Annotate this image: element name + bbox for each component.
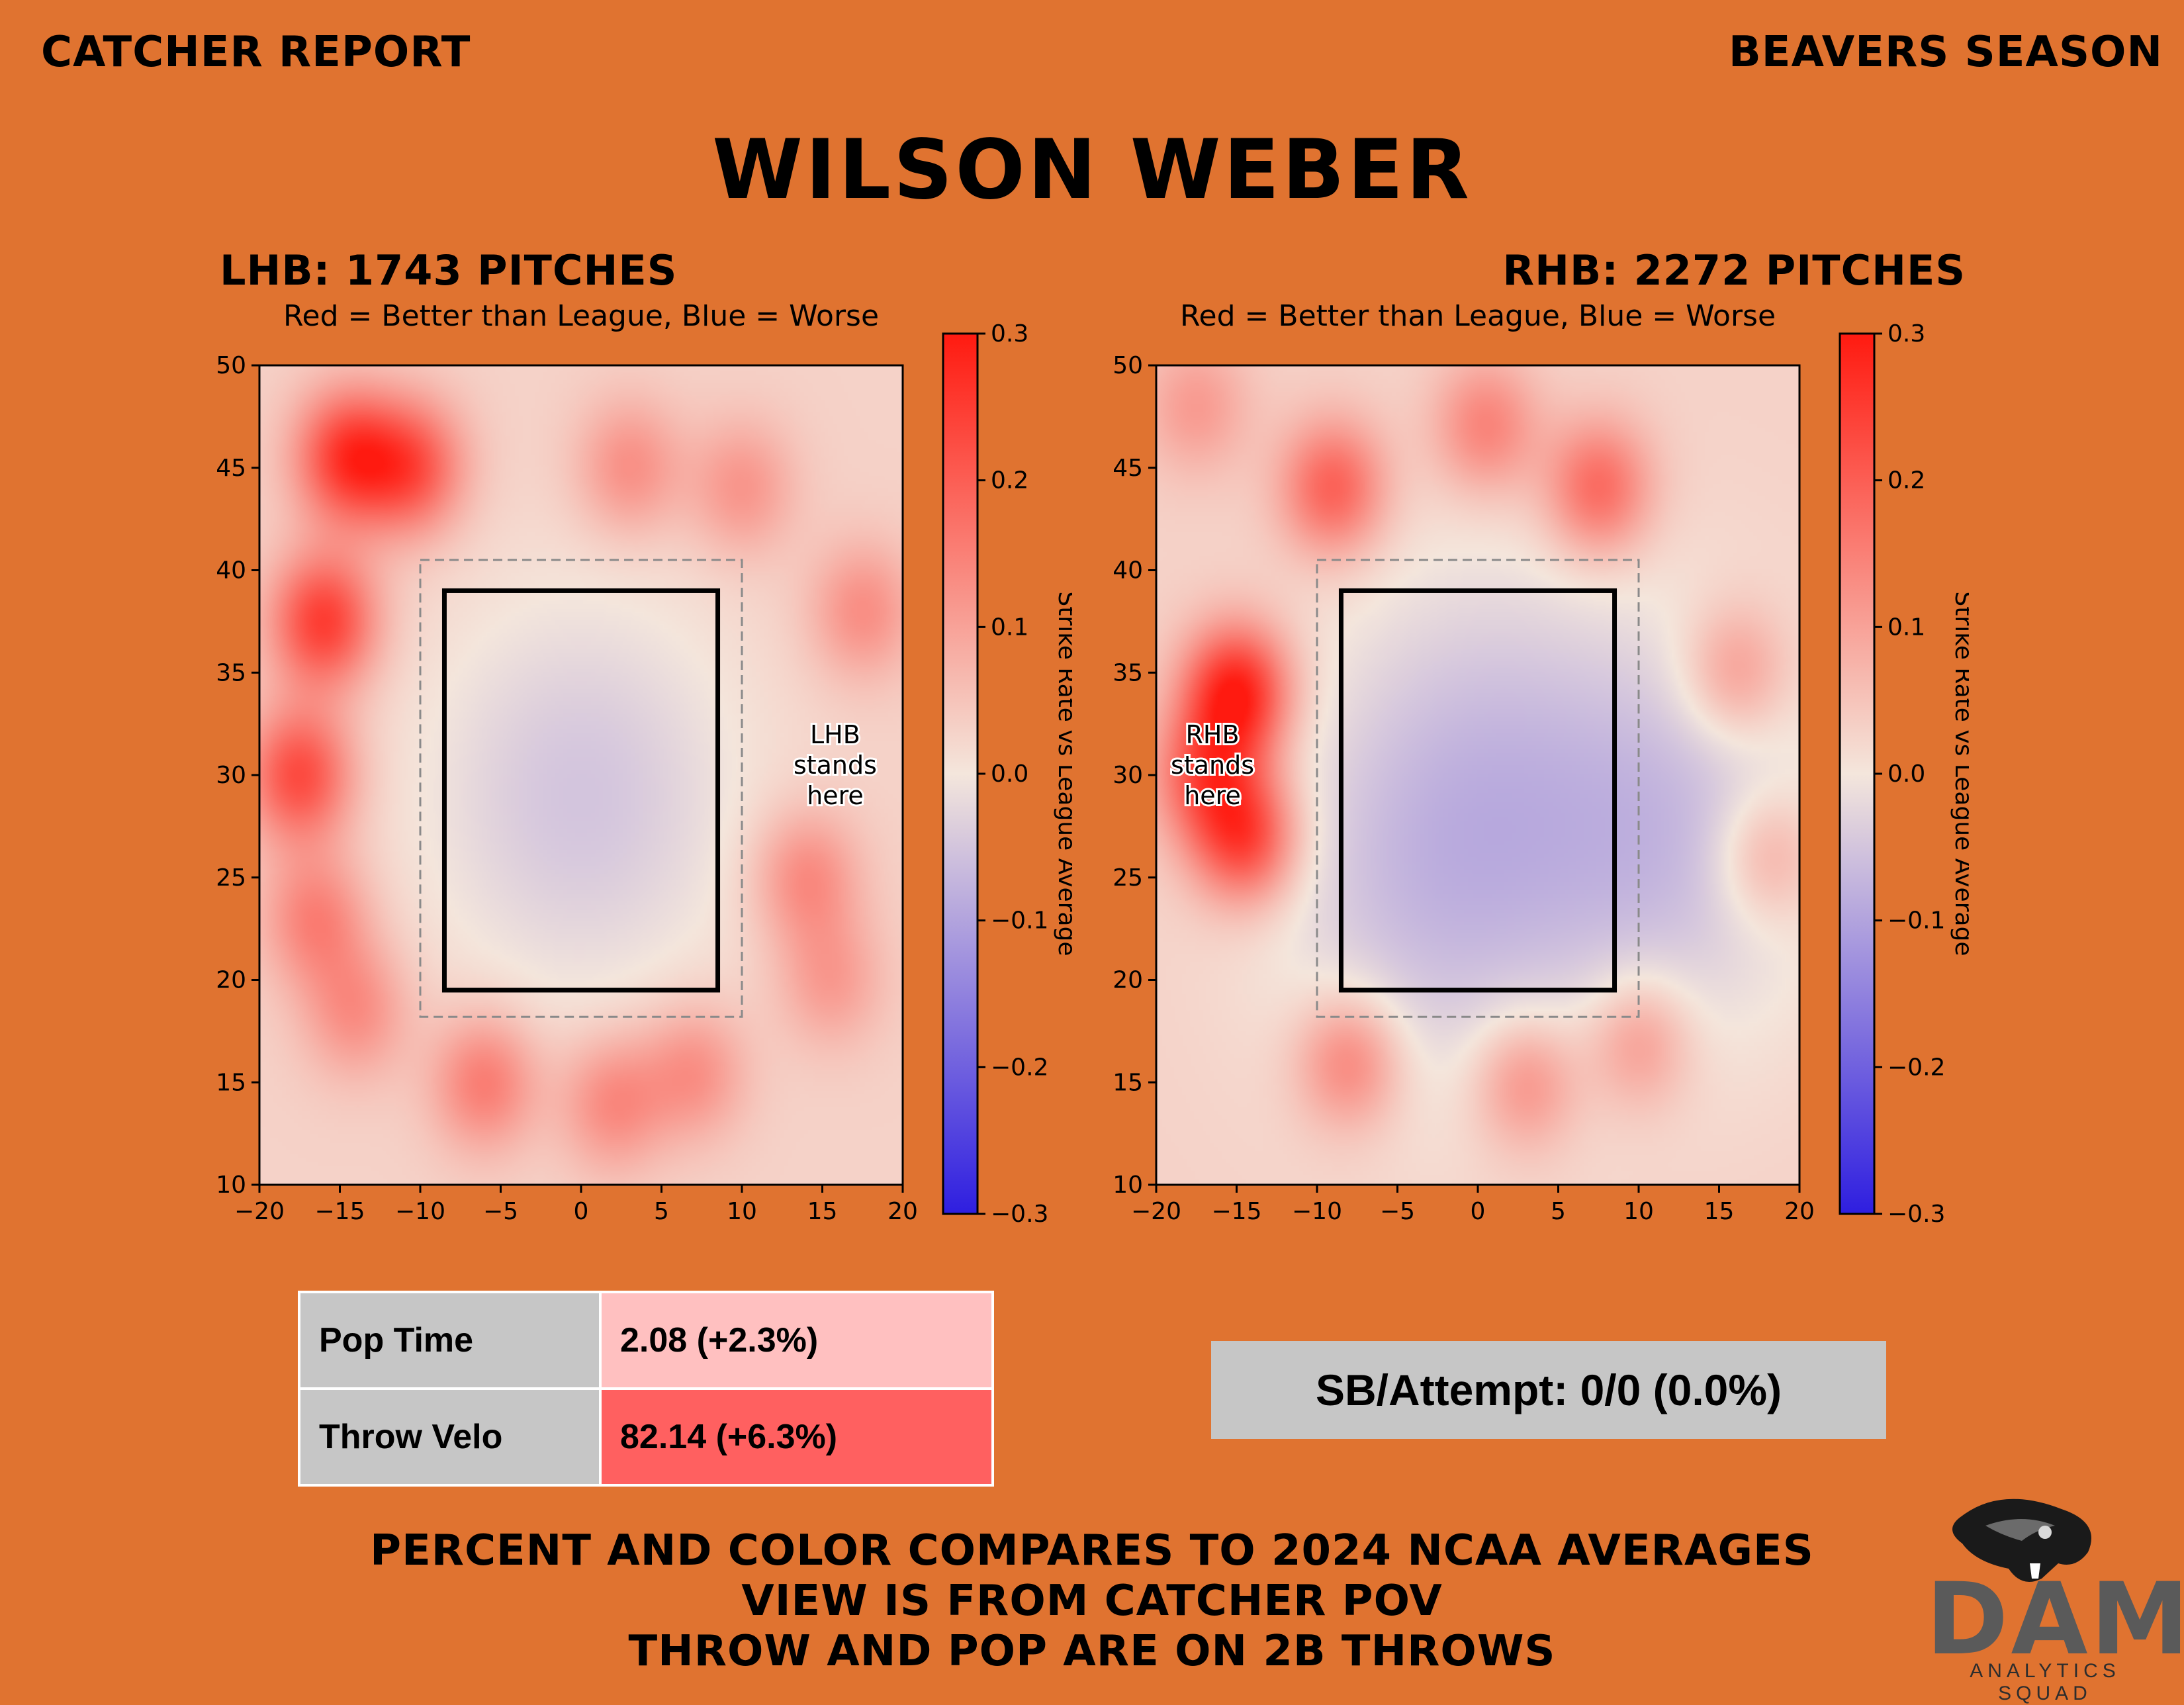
y-tick-label: 30 <box>216 762 246 789</box>
x-tick-label: 15 <box>807 1198 838 1225</box>
colorbar-tick-label: 0.0 <box>1888 760 1925 788</box>
beaver-head-icon <box>1952 1498 2091 1582</box>
y-tick-label: 30 <box>1113 762 1143 789</box>
colorbar-label: Strike Rate vs League Average <box>1950 591 1969 956</box>
x-tick-label: −15 <box>1212 1198 1262 1225</box>
season-label: BEAVERS SEASON <box>1729 28 2163 77</box>
colorbar-tick-label: −0.2 <box>1888 1054 1945 1081</box>
y-tick-label: 50 <box>216 352 246 379</box>
y-tick-label: 15 <box>216 1069 246 1096</box>
footer-line: THROW AND POP ARE ON 2B THROWS <box>628 1627 1556 1676</box>
colorbar-tick-label: 0.1 <box>1888 614 1925 641</box>
colorbar-label: Strike Rate vs League Average <box>1053 591 1072 956</box>
throwing-metrics-table: Pop Time 2.08 (+2.3%) Throw Velo 82.14 (… <box>298 1291 994 1487</box>
throw-velo-value: 82.14 (+6.3%) <box>599 1387 994 1487</box>
colorbar-tick-label: −0.3 <box>991 1201 1048 1228</box>
y-tick-label: 40 <box>1113 557 1143 584</box>
y-tick-label: 35 <box>216 659 246 686</box>
colorbar-tick-label: 0.1 <box>991 614 1028 641</box>
x-tick-label: −5 <box>483 1198 518 1225</box>
colorbar-tick-label: −0.1 <box>1888 907 1945 935</box>
stolen-base-summary: SB/Attempt: 0/0 (0.0%) <box>1211 1341 1886 1439</box>
colorbar-tick-label: 0.2 <box>991 467 1028 494</box>
x-tick-label: −5 <box>1380 1198 1415 1225</box>
dam-logo-text: DAM <box>1926 1562 2184 1677</box>
colorbar-tick-label: 0.3 <box>1888 320 1925 347</box>
y-tick-label: 15 <box>1113 1069 1143 1096</box>
colorbar <box>1839 332 1876 1215</box>
x-tick-label: −10 <box>1292 1198 1342 1225</box>
pop-time-label: Pop Time <box>298 1291 602 1390</box>
x-tick-label: −20 <box>234 1198 285 1225</box>
y-tick-label: 50 <box>1113 352 1143 379</box>
rhb-heading: RHB: 2272 PITCHES <box>1502 246 1966 295</box>
shadow-zone <box>419 559 743 1018</box>
y-tick-label: 45 <box>1113 455 1143 482</box>
batter-position-label: LHB stands here <box>794 720 877 810</box>
colorbar-tick-label: 0.0 <box>991 760 1028 788</box>
x-tick-label: 0 <box>574 1198 589 1225</box>
x-tick-label: −10 <box>395 1198 445 1225</box>
x-tick-label: 20 <box>887 1198 918 1225</box>
report-type-label: CATCHER REPORT <box>41 28 471 77</box>
throw-velo-label: Throw Velo <box>298 1387 602 1487</box>
colorbar-tick-label: −0.1 <box>991 907 1048 935</box>
y-tick-label: 25 <box>216 864 246 892</box>
y-tick-label: 40 <box>216 557 246 584</box>
colorbar-tick-label: −0.3 <box>1888 1201 1945 1228</box>
x-tick-label: 10 <box>727 1198 757 1225</box>
lhb-strike-heatmap: Red = Better than League, Blue = Worse LH… <box>216 304 1072 1228</box>
colorbar <box>942 332 979 1215</box>
x-tick-label: 5 <box>1551 1198 1566 1225</box>
y-tick-label: 10 <box>1113 1172 1143 1199</box>
y-tick-label: 20 <box>216 967 246 994</box>
x-tick-label: −20 <box>1131 1198 1181 1225</box>
strike-zone <box>1338 588 1617 993</box>
y-tick-label: 45 <box>216 455 246 482</box>
footer-line: PERCENT AND COLOR COMPARES TO 2024 NCAA … <box>370 1526 1814 1575</box>
strike-zone <box>441 588 721 993</box>
x-tick-label: 15 <box>1704 1198 1735 1225</box>
y-tick-label: 20 <box>1113 967 1143 994</box>
rhb-strike-heatmap: Red = Better than League, Blue = Worse RH… <box>1113 304 1969 1228</box>
y-tick-label: 25 <box>1113 864 1143 892</box>
pop-time-value: 2.08 (+2.3%) <box>599 1291 994 1390</box>
table-row: Throw Velo 82.14 (+6.3%) <box>298 1387 994 1487</box>
batter-position-label: RHB stands here <box>1171 720 1254 810</box>
lhb-heading: LHB: 1743 PITCHES <box>220 246 678 295</box>
heatmap-surface <box>259 365 903 1185</box>
heatmap-surface <box>1156 365 1799 1185</box>
colorbar-tick-label: 0.3 <box>991 320 1028 347</box>
y-tick-label: 35 <box>1113 659 1143 686</box>
x-tick-label: 5 <box>654 1198 669 1225</box>
footer-notes: PERCENT AND COLOR COMPARES TO 2024 NCAA … <box>0 1526 2184 1677</box>
player-name: WILSON WEBER <box>712 122 1472 218</box>
table-row: Pop Time 2.08 (+2.3%) <box>298 1291 994 1390</box>
x-tick-label: 10 <box>1623 1198 1654 1225</box>
y-tick-label: 10 <box>216 1172 246 1199</box>
x-tick-label: −15 <box>315 1198 365 1225</box>
analytics-squad-text: ANALYTICS SQUAD <box>1970 1660 2120 1704</box>
colorbar-tick-label: −0.2 <box>991 1054 1048 1081</box>
footer-line: VIEW IS FROM CATCHER POV <box>741 1577 1443 1626</box>
x-tick-label: 0 <box>1471 1198 1486 1225</box>
chart-title: Red = Better than League, Blue = Worse <box>1180 304 1776 333</box>
x-tick-label: 20 <box>1784 1198 1815 1225</box>
colorbar-tick-label: 0.2 <box>1888 467 1925 494</box>
chart-title: Red = Better than League, Blue = Worse <box>283 304 879 333</box>
shadow-zone <box>1316 559 1640 1018</box>
